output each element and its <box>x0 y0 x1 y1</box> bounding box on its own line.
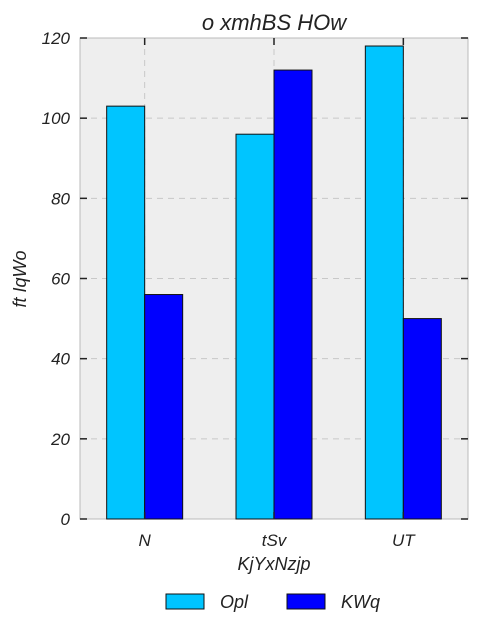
legend-label-opl: Opl <box>220 592 249 612</box>
y-tick-label: 20 <box>50 430 70 449</box>
x-tick-label: UT <box>392 531 416 550</box>
bar-opl-tsv <box>235 133 275 520</box>
bar-opl-n <box>106 105 146 520</box>
bar-kwq-n <box>144 294 184 520</box>
y-tick-labels: 0 20 40 60 80 100 120 <box>42 29 71 529</box>
legend-swatch-kwq <box>286 593 326 610</box>
bar-kwq-tsv <box>273 69 313 520</box>
y-tick-label: 40 <box>51 350 70 369</box>
y-tick-label: 100 <box>42 109 71 128</box>
legend: Opl KWq <box>165 592 380 612</box>
x-axis-label: KjYxNzjp <box>237 554 310 574</box>
bars <box>106 45 442 520</box>
y-tick-label: 0 <box>61 510 71 529</box>
y-tick-label: 60 <box>51 270 70 289</box>
chart-title: o xmhBS HOw <box>202 10 348 35</box>
y-axis-label: ft IqWo <box>10 250 30 307</box>
x-tick-label: N <box>139 531 152 550</box>
x-tick-label: tSv <box>262 531 288 550</box>
legend-label-kwq: KWq <box>341 592 380 612</box>
tick-marks <box>80 37 468 520</box>
bar-kwq-ut <box>402 318 442 520</box>
bar-opl-ut <box>364 45 404 520</box>
legend-swatch-opl <box>165 593 205 610</box>
y-tick-label: 120 <box>42 29 71 48</box>
y-tick-label: 80 <box>51 189 70 208</box>
